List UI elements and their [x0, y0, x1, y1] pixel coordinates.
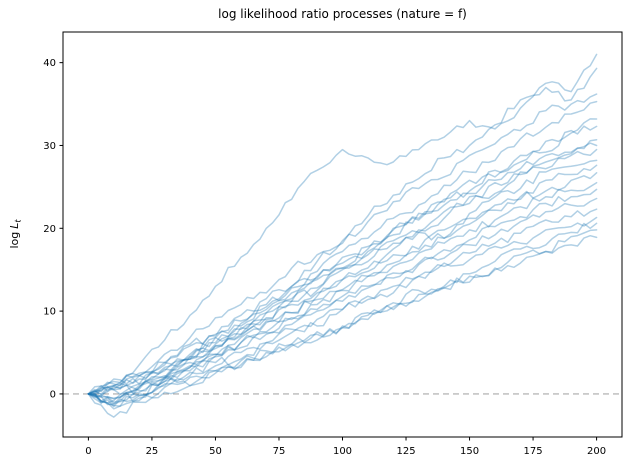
series-path-18 [87, 222, 598, 403]
x-tick-label: 175 [524, 446, 543, 457]
series-path-12 [87, 172, 598, 408]
y-tick-label: 20 [43, 224, 56, 235]
series-path-17 [87, 216, 598, 406]
x-tick-label: 0 [85, 446, 91, 457]
series-path-15 [87, 197, 598, 395]
series-path-20 [87, 234, 598, 395]
series-path-13 [87, 181, 598, 395]
series-path-02 [87, 67, 598, 404]
series-path-01 [87, 53, 598, 395]
x-tick-label: 200 [587, 446, 606, 457]
y-tick-label: 0 [50, 389, 56, 400]
series-path-19 [87, 229, 598, 418]
chart-title: log likelihood ratio processes (nature =… [218, 7, 467, 21]
series-path-16 [87, 208, 598, 407]
series-path-05 [87, 118, 598, 397]
y-tick-label: 10 [43, 307, 56, 318]
x-tick-label: 125 [396, 446, 415, 457]
series-path-03 [87, 93, 598, 395]
series-path-09 [87, 148, 598, 395]
series-path-08 [87, 142, 598, 399]
y-tick-label: 30 [43, 141, 56, 152]
y-tick-label: 40 [43, 58, 56, 69]
axes-layer: 0 25 50 75 100 125 150 175 200 0 10 20 30 40 [43, 31, 623, 457]
x-tick-label: 150 [460, 446, 479, 457]
series-path-10 [87, 159, 598, 403]
series-path-06 [87, 125, 598, 410]
x-tick-label: 50 [209, 446, 222, 457]
series-path-11 [87, 164, 598, 396]
series-layer [63, 53, 622, 418]
y-axis-label: logLt [8, 219, 23, 249]
x-tick-label: 25 [146, 446, 159, 457]
x-tick-label: 75 [273, 446, 286, 457]
series-path-14 [87, 188, 598, 400]
x-tick-label: 100 [333, 446, 352, 457]
series-path-07 [87, 138, 598, 395]
series-path-04 [87, 100, 598, 405]
